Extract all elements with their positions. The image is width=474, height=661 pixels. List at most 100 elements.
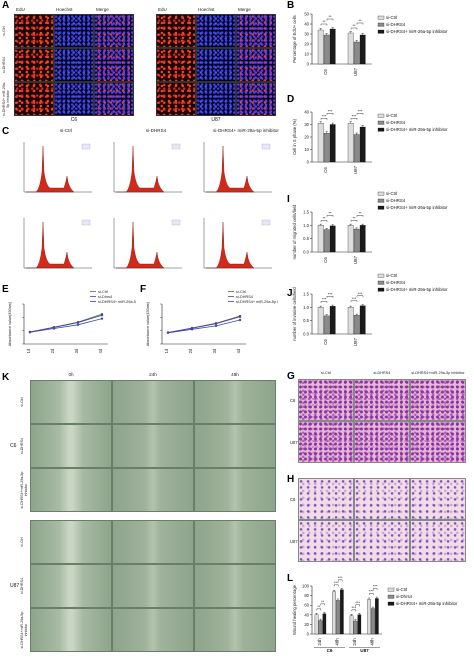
legend-label: si-DHRS4+ miR-29a-5p inhibitor — [386, 127, 448, 132]
series-point — [76, 323, 80, 326]
bar — [347, 225, 354, 253]
legend-label: si-DHRS4 — [386, 22, 406, 27]
significance-bracket — [338, 579, 343, 582]
x-tick-label: 2d — [50, 348, 55, 353]
transwell-invasion-images: C6 U87 — [290, 474, 472, 570]
bar — [359, 34, 366, 65]
wound-row-label: si-DHRS4+miR-29a-5p inhibitor — [20, 611, 28, 649]
cell-cycle-histograms: si-Ctrl si-DHRS4 si-DHRS4+ miR-29a-5p inhi… — [10, 126, 280, 284]
series-point — [166, 331, 170, 334]
legend-label: si-DHRS4 — [386, 120, 406, 125]
wound-image — [194, 380, 276, 424]
significance-bracket — [350, 118, 358, 120]
series-point — [28, 330, 32, 334]
panel-a-letter: A — [2, 0, 10, 11]
image-row-label: si-DHRS4 — [2, 57, 6, 73]
significance-label: *** — [322, 113, 327, 118]
y-tick-label: 0.5 — [303, 236, 309, 241]
cck8-line-chart-c6: Absorbance value(450nm)1d 2d 3d 4dsi-Ctrlsi… — [8, 290, 136, 353]
legend-swatch — [377, 191, 385, 196]
histogram-column-label: si-Ctrl — [60, 128, 72, 133]
x-tick-label: 3d — [212, 348, 217, 353]
bar — [353, 315, 360, 335]
legend-label: si-DHRS4 — [386, 198, 406, 203]
image-column-label: EdU — [158, 7, 167, 12]
image-row-label: si-Ctrl — [2, 26, 6, 36]
y-tick-label: 40 — [304, 22, 309, 27]
panel-e-letter: E — [2, 284, 9, 295]
bar — [349, 615, 354, 635]
series-line — [29, 318, 103, 333]
histogram-legend-box — [261, 219, 271, 226]
bar — [336, 600, 340, 635]
panel-h-letter: H — [287, 474, 295, 485]
bar — [353, 134, 360, 163]
migration-bar-chart: 0.0 0.5 1.0 1.5 number of migrated cells/fie… — [292, 191, 448, 264]
bar — [323, 229, 330, 253]
wound-row-label: si-DHRS4 — [20, 438, 24, 454]
bar — [317, 123, 324, 163]
significance-bracket — [356, 22, 364, 25]
wound-row-label: si-Ctrl — [20, 537, 24, 547]
category-label: 48h — [334, 638, 339, 646]
transwell-row-label: C6 — [290, 497, 296, 502]
flow-histogram — [203, 218, 272, 269]
category-label: 24h — [317, 638, 322, 646]
y-tick-label: 0 — [307, 62, 310, 67]
category-label: U87 — [353, 255, 358, 264]
transwell-row-label: U87 — [290, 440, 298, 445]
bar — [347, 123, 354, 163]
legend-label: si-Ctrl — [386, 191, 397, 196]
legend-swatch — [377, 198, 385, 203]
y-tick-label: 1.5 — [303, 292, 309, 297]
legend-label: si-Ctrl — [386, 15, 397, 20]
cell-line-label: C6 — [10, 443, 17, 449]
significance-bracket — [320, 23, 328, 26]
histogram-column-label: si-DHRS4 — [145, 128, 167, 133]
fluorescence-image — [14, 82, 54, 116]
significance-bracket — [326, 215, 334, 217]
panel-b-letter: B — [287, 0, 295, 11]
significance-label: *** — [322, 296, 327, 301]
legend-label: si-DHRS4+ miR-29a-5p inhibitor — [236, 300, 278, 304]
wound-image — [30, 520, 112, 564]
significance-label: ** — [317, 604, 321, 609]
series-point — [214, 322, 218, 325]
significance-label: *** — [358, 108, 363, 113]
bar — [359, 225, 366, 253]
g1-peak — [116, 145, 165, 193]
invasion-image — [354, 478, 410, 520]
fluorescence-image — [196, 82, 236, 116]
legend-label: si-Ctrl — [386, 273, 397, 278]
y-axis-label: Absorbance value(450nm) — [8, 301, 12, 346]
series-point — [100, 317, 104, 320]
histogram-legend-box — [81, 143, 91, 150]
series-line — [167, 315, 241, 333]
panel-g-letter: G — [287, 371, 295, 382]
series-line — [29, 313, 103, 333]
image-column-label: Merge — [96, 7, 109, 12]
significance-bracket — [355, 604, 360, 607]
significance-bracket — [334, 584, 339, 587]
category-label: C6 — [323, 339, 328, 345]
x-tick-label: 1d — [26, 348, 31, 353]
legend-swatch — [387, 594, 395, 599]
time-column-label: 48h — [231, 372, 239, 377]
wound-row-label: si-DHRS4+miR-29a-5p inhibitor — [20, 471, 28, 509]
fluorescence-image — [236, 14, 276, 48]
significance-label: ** — [322, 216, 326, 221]
migration-image — [298, 421, 354, 463]
category-label: U87 — [353, 337, 358, 346]
image-row-label: si-DHRS4+ miR-29a-5p inhibitor — [2, 82, 10, 116]
significance-label: ** — [328, 14, 332, 19]
image-column-label: Merge — [238, 7, 251, 12]
histogram-column-label: si-DHRS4+ miR-29a-5p inhibitor — [213, 128, 279, 133]
legend-label: si-DHRS4 — [386, 280, 406, 285]
y-tick-label: 40 — [304, 612, 309, 617]
bar — [357, 614, 362, 635]
bar — [340, 589, 344, 635]
series-line — [167, 319, 241, 334]
y-axis-label: number of invasive cells/field — [292, 287, 297, 341]
